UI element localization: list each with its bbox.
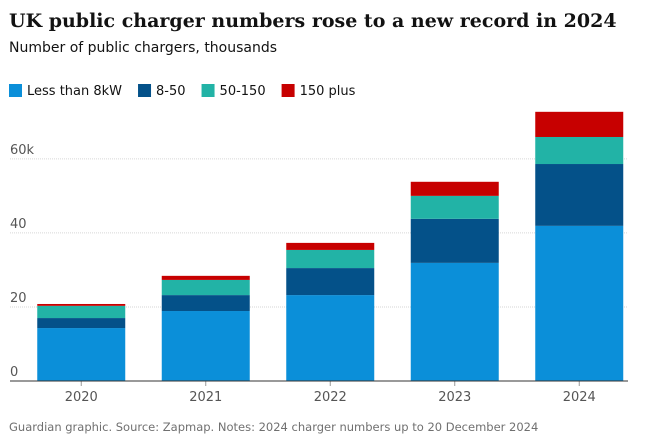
bar-segment — [410, 195, 499, 219]
x-tick-label: 2020 — [65, 390, 98, 405]
x-tick-label: 2021 — [189, 390, 222, 405]
x-tick-label: 2024 — [563, 390, 596, 405]
source-note: Guardian graphic. Source: Zapmap. Notes:… — [9, 420, 538, 434]
bar-segment — [410, 181, 499, 196]
y-tick-label: 60k — [10, 143, 35, 158]
bar-segment — [37, 318, 126, 329]
bar-segment — [535, 225, 624, 381]
chart-subtitle: Number of public chargers, thousands — [9, 40, 277, 56]
legend-label: 150 plus — [300, 84, 356, 99]
bar-segment — [37, 328, 126, 381]
x-tick-label: 2023 — [438, 390, 471, 405]
bar-segment — [535, 164, 624, 226]
bar-segment — [286, 268, 375, 296]
bar-segment — [161, 295, 250, 312]
y-tick-label: 0 — [10, 365, 18, 380]
bar-segment — [37, 305, 126, 319]
bar-segment — [410, 262, 499, 381]
legend-label: 50-150 — [220, 84, 266, 99]
y-tick-label: 40 — [10, 217, 27, 232]
bar-segment — [37, 303, 126, 306]
legend-label: Less than 8kW — [27, 84, 122, 99]
legend-swatch — [201, 84, 215, 97]
bar-segment — [410, 218, 499, 263]
bar-segment — [161, 275, 250, 280]
bar-segment — [286, 242, 375, 250]
x-tick-label: 2022 — [314, 390, 347, 405]
y-tick-label: 20 — [10, 291, 27, 306]
chart-title: UK public charger numbers rose to a new … — [9, 10, 617, 32]
legend-swatch — [138, 84, 152, 97]
bar-segment — [535, 136, 624, 165]
bar-segment — [161, 311, 250, 381]
bar-segment — [535, 111, 624, 137]
legend-swatch — [281, 84, 295, 97]
bar-segment — [286, 249, 375, 269]
bar-segment — [161, 279, 250, 296]
legend-swatch — [9, 84, 22, 97]
bar-segment — [286, 295, 375, 381]
legend-label: 8-50 — [156, 84, 186, 99]
